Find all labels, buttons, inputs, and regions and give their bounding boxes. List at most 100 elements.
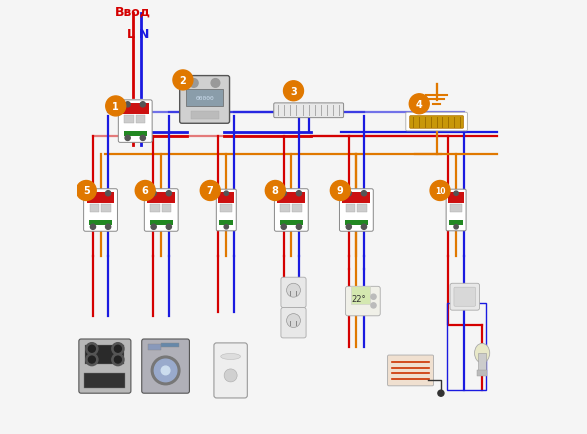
FancyBboxPatch shape <box>454 287 475 306</box>
Bar <box>279 220 303 225</box>
Circle shape <box>346 191 352 196</box>
Circle shape <box>211 79 220 88</box>
FancyBboxPatch shape <box>217 190 236 231</box>
Circle shape <box>166 191 171 196</box>
FancyBboxPatch shape <box>281 278 306 308</box>
Circle shape <box>281 191 286 196</box>
Circle shape <box>151 225 156 230</box>
FancyBboxPatch shape <box>281 308 306 338</box>
Circle shape <box>190 79 198 88</box>
Circle shape <box>106 97 126 117</box>
Bar <box>289 291 291 296</box>
Bar <box>220 220 233 225</box>
FancyBboxPatch shape <box>387 355 434 386</box>
Circle shape <box>224 191 228 196</box>
Text: 2: 2 <box>180 76 186 86</box>
Text: 9: 9 <box>337 186 344 196</box>
Circle shape <box>362 191 366 196</box>
Circle shape <box>114 345 122 352</box>
Bar <box>346 204 355 213</box>
Bar <box>90 204 99 213</box>
Bar <box>136 115 146 124</box>
Circle shape <box>135 181 155 201</box>
Circle shape <box>409 95 429 115</box>
Text: 1: 1 <box>112 102 119 112</box>
Circle shape <box>89 356 95 363</box>
Circle shape <box>200 181 220 201</box>
Circle shape <box>286 314 301 328</box>
Bar <box>218 193 234 204</box>
Text: 6: 6 <box>142 186 149 196</box>
FancyBboxPatch shape <box>406 113 467 132</box>
Circle shape <box>296 191 302 196</box>
Circle shape <box>161 366 170 375</box>
Bar <box>161 343 178 347</box>
Bar <box>150 204 160 213</box>
Bar <box>292 204 302 213</box>
Circle shape <box>454 225 458 230</box>
Circle shape <box>106 225 111 230</box>
Text: 00000: 00000 <box>195 95 214 101</box>
Bar <box>191 112 219 120</box>
Text: 10: 10 <box>435 187 446 196</box>
Bar <box>449 220 463 225</box>
Circle shape <box>89 345 95 352</box>
FancyBboxPatch shape <box>450 284 480 310</box>
Text: 8: 8 <box>272 186 279 196</box>
Circle shape <box>166 225 171 230</box>
FancyBboxPatch shape <box>83 189 117 232</box>
FancyBboxPatch shape <box>274 189 308 232</box>
Bar <box>85 345 124 364</box>
Circle shape <box>371 294 376 299</box>
Text: Ввод: Ввод <box>115 6 151 19</box>
Bar <box>124 115 134 124</box>
Circle shape <box>438 390 444 396</box>
Circle shape <box>112 343 124 355</box>
Bar <box>150 220 173 225</box>
Text: 22°: 22° <box>351 295 366 304</box>
Bar <box>278 193 305 204</box>
FancyBboxPatch shape <box>144 189 178 232</box>
Bar <box>296 291 298 296</box>
FancyBboxPatch shape <box>346 286 380 316</box>
Ellipse shape <box>221 354 241 360</box>
Circle shape <box>90 225 96 230</box>
Circle shape <box>173 71 193 91</box>
FancyBboxPatch shape <box>214 343 247 398</box>
Text: 4: 4 <box>416 99 423 109</box>
Bar <box>186 90 223 107</box>
Circle shape <box>281 225 286 230</box>
Bar <box>161 204 171 213</box>
Circle shape <box>151 191 156 196</box>
Circle shape <box>454 191 458 196</box>
FancyBboxPatch shape <box>119 101 152 143</box>
Bar <box>87 193 114 204</box>
Circle shape <box>371 303 376 308</box>
Bar <box>450 204 462 213</box>
Circle shape <box>286 284 301 297</box>
Circle shape <box>125 136 130 141</box>
Bar <box>357 204 366 213</box>
Bar <box>478 353 487 371</box>
Circle shape <box>284 82 303 102</box>
Circle shape <box>151 356 180 385</box>
Bar <box>281 204 290 213</box>
Bar <box>345 220 368 225</box>
FancyBboxPatch shape <box>274 104 343 118</box>
FancyBboxPatch shape <box>410 116 464 129</box>
Circle shape <box>362 225 366 230</box>
Circle shape <box>86 354 98 366</box>
Circle shape <box>154 359 177 382</box>
FancyBboxPatch shape <box>180 76 230 124</box>
Bar <box>101 204 111 213</box>
Circle shape <box>114 356 122 363</box>
Bar <box>448 193 464 204</box>
FancyBboxPatch shape <box>339 189 373 232</box>
Bar <box>351 286 370 304</box>
Circle shape <box>330 181 350 201</box>
Text: 3: 3 <box>290 86 297 96</box>
Circle shape <box>125 102 130 108</box>
Circle shape <box>76 181 96 201</box>
Bar <box>89 220 112 225</box>
Circle shape <box>90 191 96 196</box>
